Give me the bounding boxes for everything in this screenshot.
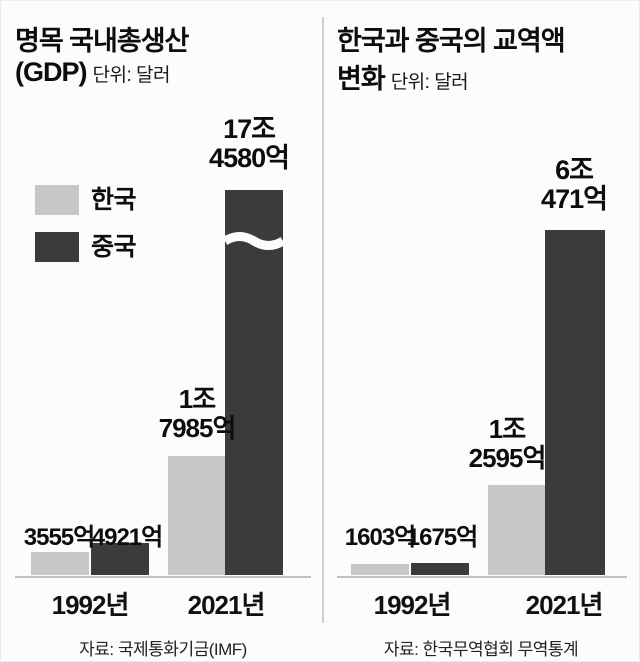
axis-break-icon xyxy=(225,232,283,250)
bar-trade-korea-2021 xyxy=(488,485,545,575)
value-label-line: 1603억 xyxy=(344,524,416,551)
value-label-trade-korea-2021: 1조 2595억 xyxy=(457,415,557,473)
value-label-line: 471억 xyxy=(541,184,608,214)
bar-gdp-china-2021 xyxy=(225,190,283,575)
legend-swatch-korea xyxy=(35,185,79,215)
gdp-title-bold: (GDP) xyxy=(15,57,87,87)
value-label-line: 2595억 xyxy=(468,443,547,473)
bar-gdp-korea-1992 xyxy=(31,552,89,575)
trade-title-bold: 변화 xyxy=(337,64,386,94)
bar-gdp-china-1992 xyxy=(91,543,149,575)
gdp-unit-label: 단위: 달러 xyxy=(92,65,171,86)
gdp-x-label-1992: 1992년 xyxy=(51,590,130,620)
trade-source: 자료: 한국무역협회 무역통계 xyxy=(383,640,579,659)
value-label-gdp-china-1992: 4921억 xyxy=(85,525,169,551)
value-label-trade-korea-1992: 1603억 xyxy=(338,525,422,551)
value-label-gdp-china-2021: 17조 4580억 xyxy=(198,115,300,173)
legend-swatch-china xyxy=(35,232,79,262)
bar-gdp-korea-2021 xyxy=(168,456,225,575)
value-label-line: 6조 xyxy=(555,155,594,185)
bar-trade-china-2021 xyxy=(545,230,605,575)
panel-divider xyxy=(322,17,324,623)
value-label-gdp-korea-2021: 1조 7985억 xyxy=(147,385,247,443)
gdp-axis-baseline xyxy=(15,576,311,578)
gdp-x-label-2021: 2021년 xyxy=(187,590,266,620)
bar-trade-china-1992 xyxy=(411,563,469,575)
trade-x-label-2021: 2021년 xyxy=(525,590,604,620)
trade-x-label-1992: 1992년 xyxy=(373,590,452,620)
value-label-line: 17조 xyxy=(223,114,276,144)
gdp-panel-title-line1: 명목 국내총생산 xyxy=(15,26,189,56)
value-label-line: 3555억 xyxy=(23,524,95,551)
value-label-line: 4580억 xyxy=(209,143,290,173)
value-label-line: 1675억 xyxy=(406,524,478,551)
value-label-gdp-korea-1992: 3555억 xyxy=(17,525,101,551)
trade-panel-title-line2: 변화 단위: 달러 xyxy=(337,57,469,96)
bar-trade-korea-1992 xyxy=(351,564,409,575)
value-label-trade-china-2021: 6조 471억 xyxy=(524,156,624,214)
trade-panel-title-line1: 한국과 중국의 교역액 xyxy=(337,26,566,56)
value-label-line: 1조 xyxy=(488,414,526,444)
gdp-panel-title-line2: (GDP) 단위: 달러 xyxy=(15,57,170,88)
value-label-trade-china-1992: 1675억 xyxy=(400,525,484,551)
legend-label-korea: 한국 xyxy=(91,186,137,214)
trade-axis-baseline xyxy=(337,576,627,578)
value-label-line: 7985억 xyxy=(158,413,237,443)
gdp-source: 자료: 국제통화기금(IMF) xyxy=(79,640,247,659)
value-label-line: 1조 xyxy=(178,384,216,414)
legend-label-china: 중국 xyxy=(91,233,137,261)
value-label-line: 4921억 xyxy=(91,524,163,551)
trade-unit-label: 단위: 달러 xyxy=(390,72,469,93)
